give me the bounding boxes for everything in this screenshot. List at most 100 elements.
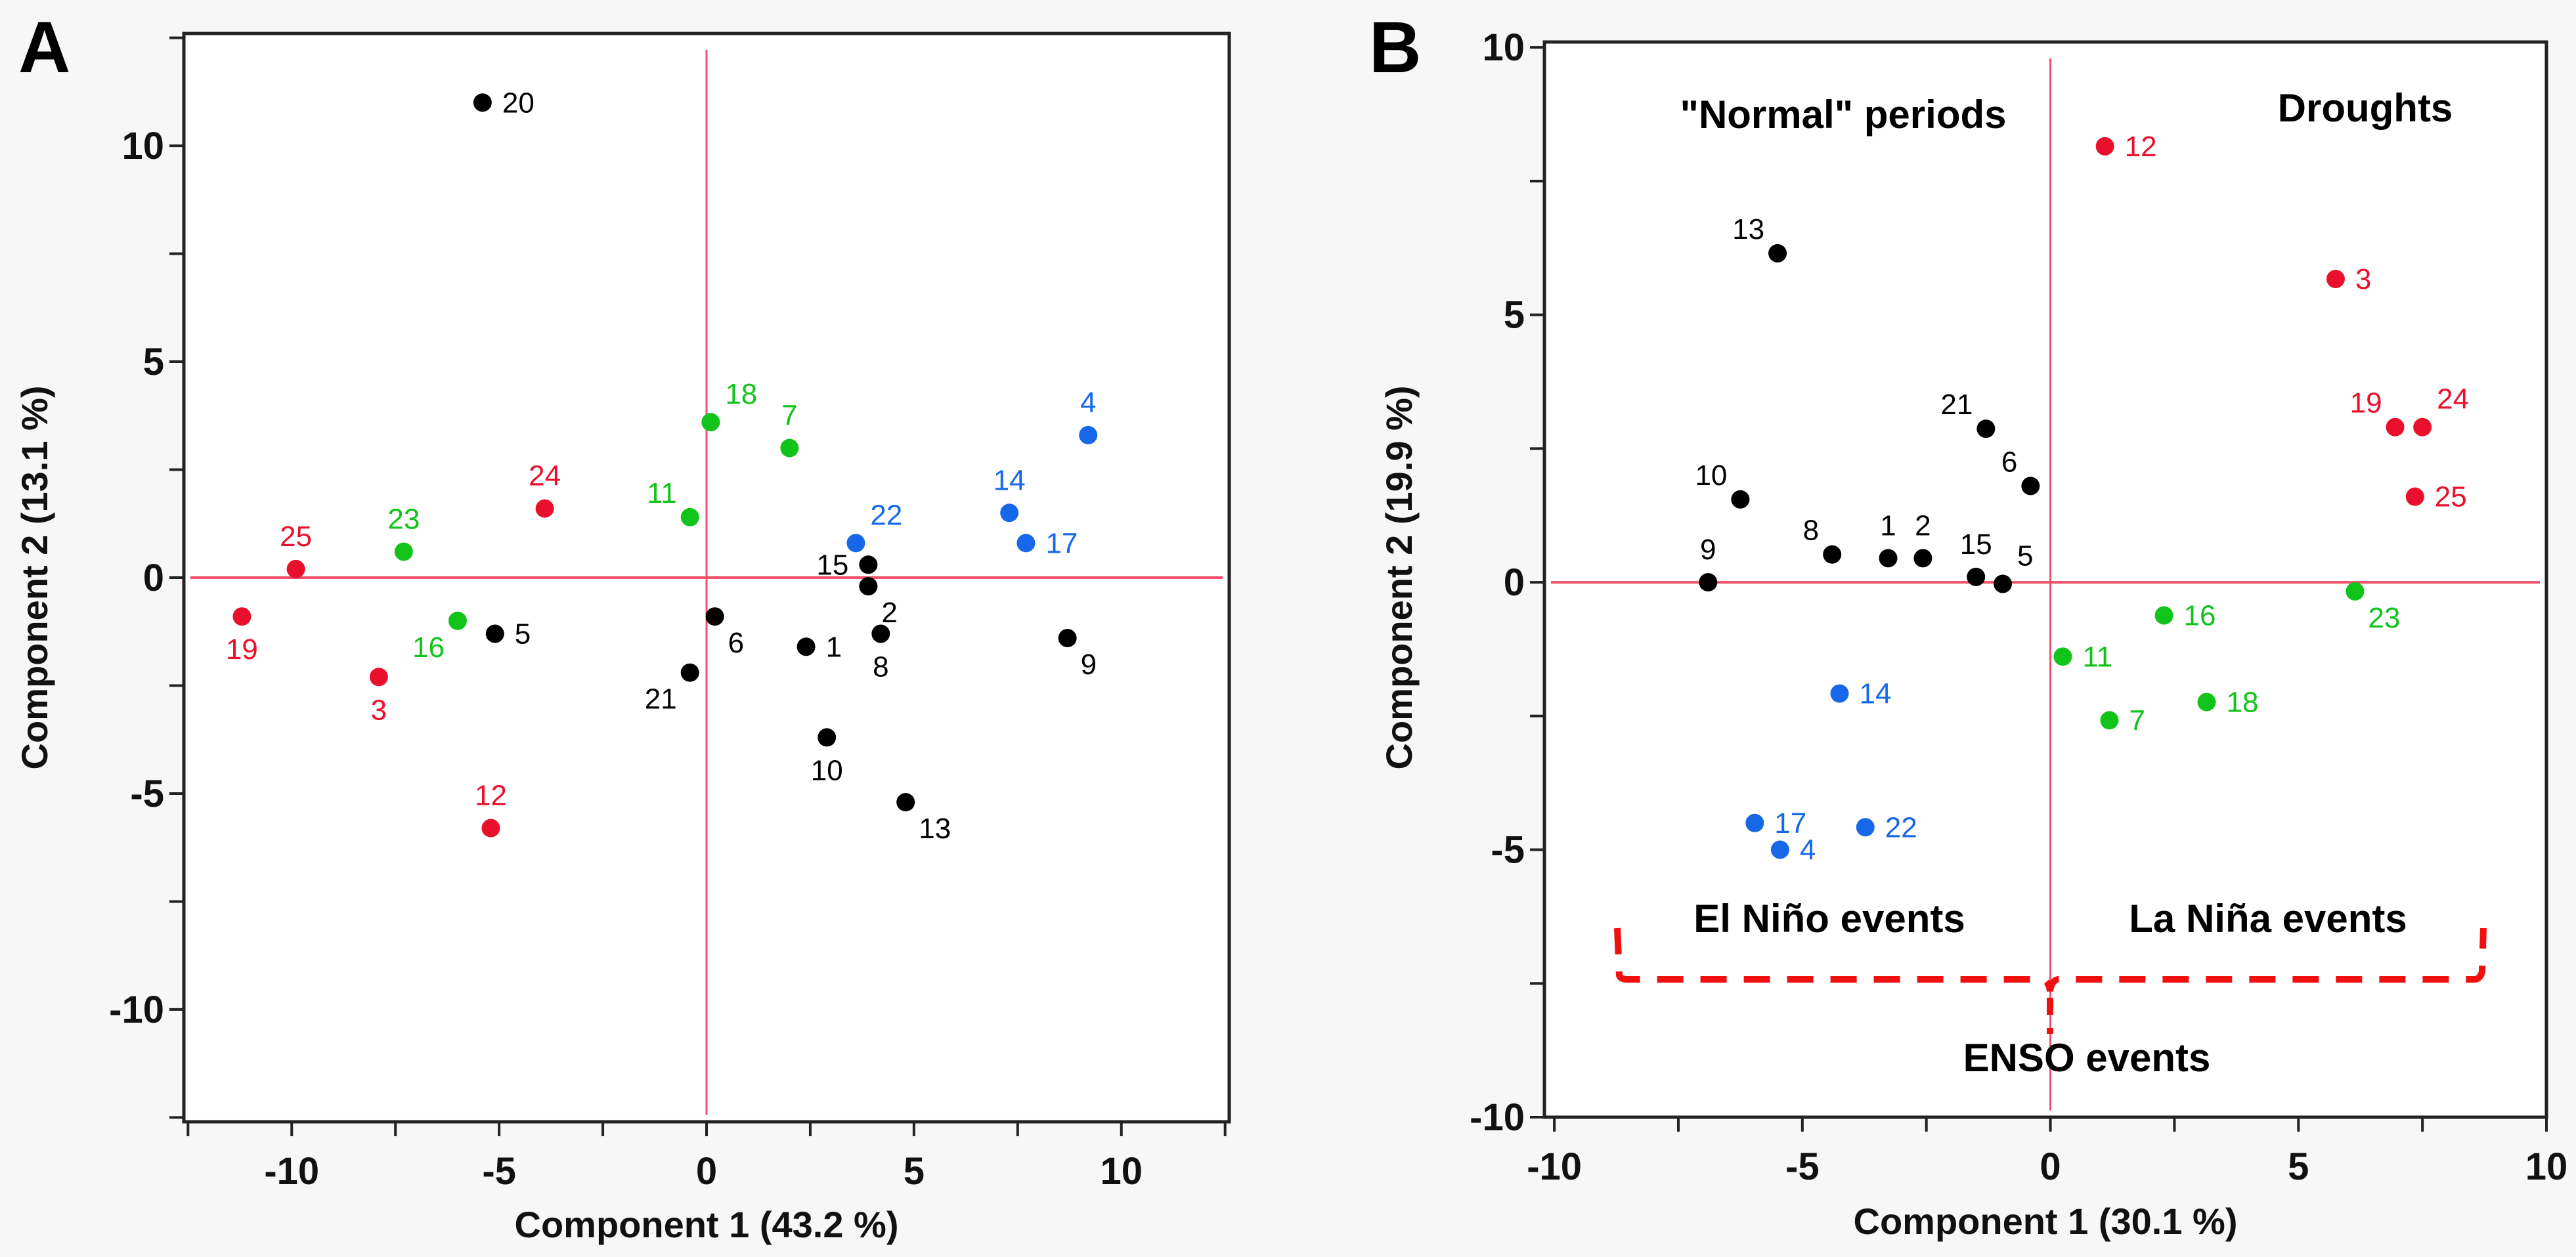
point-marker	[2021, 477, 2040, 496]
y-tick-label: 0	[1504, 561, 1525, 604]
point-label: 18	[725, 378, 757, 410]
point-marker	[2100, 711, 2119, 730]
point-label: 12	[2125, 131, 2157, 163]
data-point-25: 25	[280, 521, 312, 578]
data-point-10: 10	[811, 728, 843, 786]
point-marker	[1913, 549, 1932, 568]
point-marker	[394, 542, 413, 561]
annotation-enso: ENSO events	[1963, 1036, 2211, 1080]
data-point-6: 6	[705, 607, 744, 659]
data-point-8: 8	[871, 624, 890, 683]
data-point-19: 19	[226, 607, 258, 666]
point-marker	[1967, 567, 1986, 586]
annotation-el-nino: El Niño events	[1693, 897, 1965, 941]
point-label: 15	[1960, 528, 1992, 561]
y-tick-label: 10	[1482, 26, 1525, 69]
point-label: 3	[371, 694, 387, 726]
point-marker	[1079, 425, 1098, 444]
data-point-19: 19	[2350, 387, 2405, 437]
point-marker	[2154, 606, 2173, 625]
data-point-17: 17	[1016, 527, 1078, 559]
point-marker	[2197, 692, 2216, 712]
point-marker	[871, 624, 890, 643]
point-label: 5	[515, 618, 531, 650]
x-tick-label: 5	[904, 1150, 925, 1193]
data-point-4: 4	[1079, 387, 1098, 444]
point-marker	[1745, 813, 1764, 832]
point-marker	[2053, 647, 2072, 666]
data-point-13: 13	[896, 793, 951, 845]
point-label: 17	[1045, 527, 1078, 559]
plot-layer: -10 -5 0 5 10 -10 -5 0 5 10	[109, 32, 1231, 1193]
x-tick-label: 0	[2040, 1145, 2061, 1188]
point-marker	[1731, 490, 1750, 509]
point-marker	[1856, 818, 1875, 837]
point-label: 22	[1885, 811, 1917, 843]
data-point-3: 3	[369, 668, 388, 726]
point-marker	[1823, 545, 1842, 564]
point-label: 9	[1700, 534, 1716, 566]
point-marker	[701, 413, 720, 432]
data-point-11: 11	[2053, 641, 2112, 673]
point-marker	[481, 819, 500, 838]
point-marker	[680, 663, 699, 682]
y-tick-label: 5	[1504, 294, 1525, 337]
panel-a: -10 -5 0 5 10 -10 -5 0 5 10 A Component 1 (43.2 %…	[14, 7, 1231, 1245]
point-label: 13	[1732, 213, 1764, 245]
point-label: 25	[2435, 481, 2467, 513]
data-point-9: 9	[1699, 534, 1718, 592]
point-marker	[2413, 417, 2432, 437]
point-label: 13	[919, 813, 951, 845]
y-tick-label: -5	[1491, 829, 1525, 872]
x-tick-label: -10	[1527, 1145, 1582, 1188]
data-point-22: 22	[1856, 811, 1917, 843]
point-label: 21	[1940, 389, 1973, 421]
point-label: 14	[1859, 678, 1891, 710]
annotation-droughts: Droughts	[2278, 86, 2453, 130]
point-label: 6	[2001, 446, 2017, 478]
data-point-13: 13	[1732, 213, 1787, 263]
data-point-8: 8	[1803, 515, 1842, 564]
y-tick-label: 5	[143, 341, 164, 383]
data-point-10: 10	[1695, 459, 1750, 509]
point-label: 11	[647, 477, 677, 509]
data-point-15: 15	[816, 549, 878, 581]
data-point-23: 23	[387, 503, 420, 561]
point-label: 2	[1915, 509, 1931, 542]
point-marker	[448, 611, 467, 630]
point-marker	[1830, 684, 1849, 703]
data-point-11: 11	[647, 477, 699, 526]
panel-b-letter: B	[1369, 7, 1421, 88]
data-point-7: 7	[780, 400, 799, 458]
point-label: 14	[993, 464, 1026, 496]
point-label: 15	[816, 549, 848, 581]
point-marker	[473, 93, 492, 112]
point-marker	[535, 499, 554, 518]
data-point-22: 22	[846, 499, 902, 553]
point-marker	[1000, 503, 1019, 522]
panel-b-y-axis-title: Component 2 (19.9 %)	[1378, 386, 1420, 770]
point-label: 23	[387, 503, 420, 536]
panel-a-x-axis-title: Component 1 (43.2 %)	[515, 1204, 899, 1245]
point-marker	[1770, 840, 1789, 859]
point-label: 24	[529, 460, 561, 492]
point-marker	[896, 793, 915, 812]
point-marker	[1976, 419, 1996, 438]
point-marker	[286, 559, 305, 578]
y-tick-label: -10	[1470, 1096, 1525, 1139]
point-label: 25	[280, 521, 312, 553]
point-marker	[1016, 534, 1036, 553]
plot-layer: -10 -5 0 5 10 -10 -5 0 5 10	[1470, 26, 2567, 1188]
data-point-14: 14	[1830, 678, 1891, 710]
point-marker	[1879, 549, 1898, 568]
point-marker	[2405, 487, 2424, 506]
panel-a-letter: A	[18, 7, 70, 88]
point-label: 3	[2355, 263, 2371, 295]
data-point-9: 9	[1058, 629, 1097, 681]
point-label: 4	[1080, 387, 1096, 419]
point-label: 7	[2129, 704, 2145, 736]
data-point-1: 1	[1879, 509, 1898, 568]
data-point-18: 18	[701, 378, 757, 432]
point-marker	[2326, 270, 2345, 289]
point-label: 19	[2350, 387, 2382, 419]
